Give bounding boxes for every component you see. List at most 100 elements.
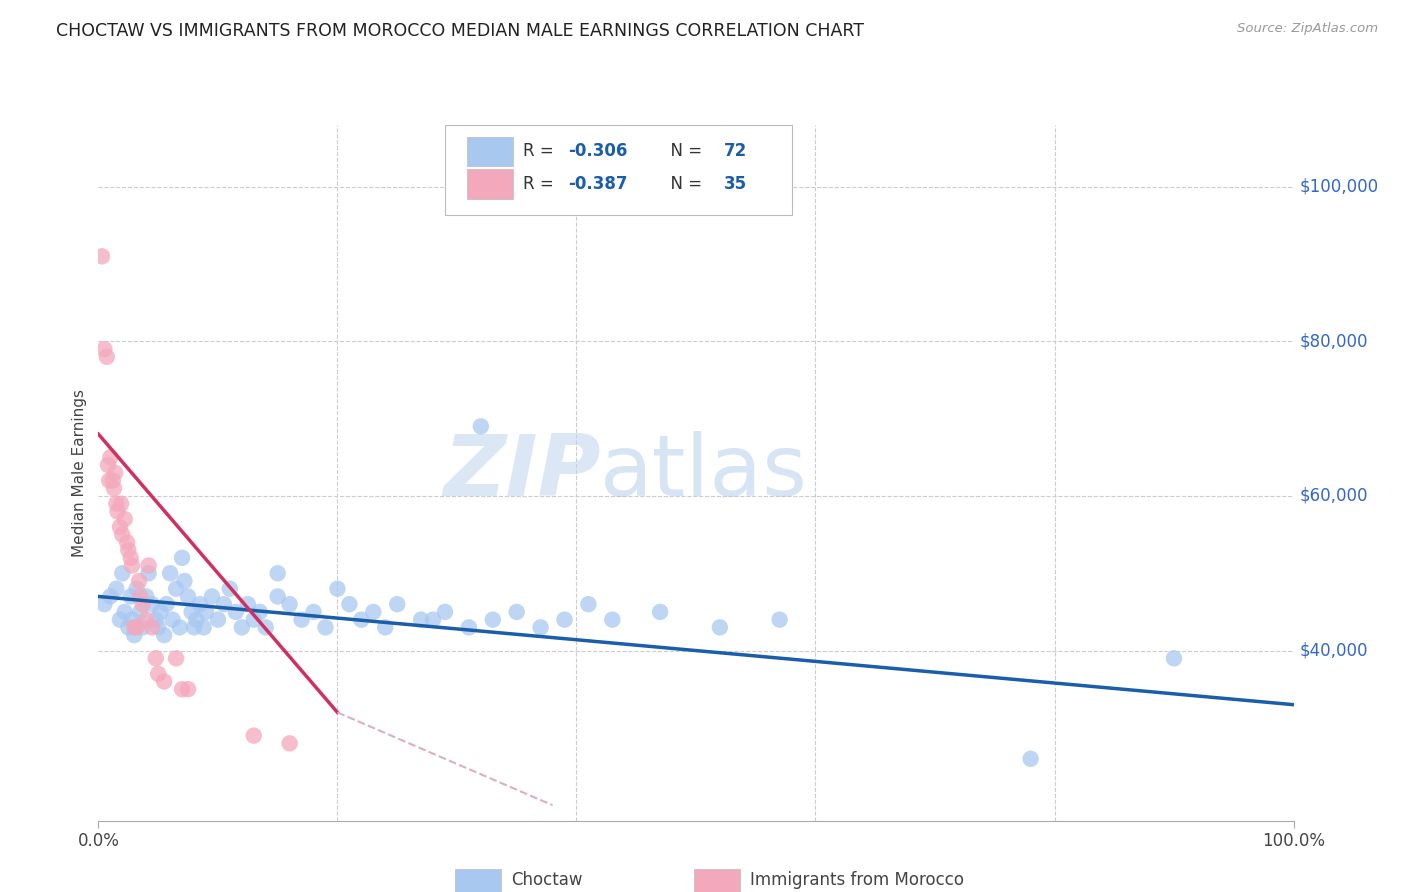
Point bbox=[249, 605, 271, 619]
Point bbox=[481, 613, 505, 627]
Point bbox=[529, 620, 551, 634]
Point bbox=[506, 605, 529, 619]
Point bbox=[231, 620, 253, 634]
Point bbox=[98, 590, 122, 604]
Point bbox=[129, 590, 152, 604]
Text: 72: 72 bbox=[724, 143, 747, 161]
Text: R =: R = bbox=[523, 143, 558, 161]
Point bbox=[121, 558, 143, 573]
Point bbox=[111, 527, 134, 541]
Point bbox=[153, 628, 176, 642]
Point bbox=[173, 574, 195, 588]
Point bbox=[105, 497, 128, 511]
Text: Immigrants from Morocco: Immigrants from Morocco bbox=[749, 871, 963, 889]
Point bbox=[219, 582, 242, 596]
Point bbox=[128, 574, 150, 588]
Point bbox=[124, 628, 146, 642]
Point bbox=[709, 620, 731, 634]
FancyBboxPatch shape bbox=[454, 869, 501, 892]
FancyBboxPatch shape bbox=[467, 169, 513, 199]
Point bbox=[1019, 752, 1042, 766]
Point bbox=[243, 613, 266, 627]
Point bbox=[103, 481, 125, 495]
Point bbox=[104, 466, 127, 480]
Point bbox=[422, 613, 444, 627]
Point bbox=[125, 582, 148, 596]
Point bbox=[201, 590, 224, 604]
Point bbox=[107, 504, 129, 518]
Point bbox=[315, 620, 337, 634]
Point bbox=[768, 613, 790, 627]
Point bbox=[141, 597, 163, 611]
Point bbox=[105, 582, 128, 596]
Point bbox=[576, 597, 599, 611]
FancyBboxPatch shape bbox=[444, 125, 792, 215]
Point bbox=[267, 566, 290, 581]
Point bbox=[374, 620, 396, 634]
Point bbox=[172, 682, 194, 697]
Point bbox=[97, 458, 120, 472]
Text: 35: 35 bbox=[724, 175, 747, 193]
Point bbox=[243, 729, 266, 743]
Point bbox=[145, 651, 167, 665]
Point bbox=[124, 620, 146, 634]
Point bbox=[153, 674, 176, 689]
Point bbox=[554, 613, 576, 627]
Point bbox=[169, 620, 191, 634]
Point bbox=[114, 512, 136, 526]
Point bbox=[180, 605, 202, 619]
Point bbox=[186, 613, 208, 627]
Point bbox=[162, 613, 184, 627]
Point bbox=[188, 597, 211, 611]
Point bbox=[148, 666, 170, 681]
Point bbox=[120, 590, 142, 604]
Point bbox=[108, 613, 131, 627]
Point bbox=[363, 605, 385, 619]
Point bbox=[177, 590, 200, 604]
Point bbox=[129, 605, 152, 619]
Point bbox=[165, 582, 187, 596]
Point bbox=[470, 419, 492, 434]
Point bbox=[254, 620, 277, 634]
Point bbox=[121, 613, 143, 627]
Point bbox=[101, 474, 124, 488]
Text: ZIP: ZIP bbox=[443, 431, 600, 515]
Point bbox=[337, 597, 360, 611]
Point bbox=[458, 620, 481, 634]
Point bbox=[302, 605, 325, 619]
Text: -0.387: -0.387 bbox=[568, 175, 627, 193]
Point bbox=[114, 605, 136, 619]
Point bbox=[91, 249, 114, 263]
Point bbox=[117, 620, 139, 634]
Point bbox=[98, 450, 122, 465]
Text: atlas: atlas bbox=[600, 431, 808, 515]
Text: $40,000: $40,000 bbox=[1299, 641, 1368, 659]
Point bbox=[93, 342, 115, 356]
Text: $60,000: $60,000 bbox=[1299, 487, 1368, 505]
Point bbox=[225, 605, 247, 619]
Point bbox=[212, 597, 235, 611]
Point bbox=[138, 558, 160, 573]
Point bbox=[326, 582, 349, 596]
Point bbox=[138, 566, 160, 581]
Point bbox=[141, 620, 163, 634]
Point bbox=[117, 543, 139, 558]
Point bbox=[135, 613, 157, 627]
Text: CHOCTAW VS IMMIGRANTS FROM MOROCCO MEDIAN MALE EARNINGS CORRELATION CHART: CHOCTAW VS IMMIGRANTS FROM MOROCCO MEDIA… bbox=[56, 22, 865, 40]
Point bbox=[111, 566, 134, 581]
Point bbox=[125, 620, 148, 634]
Point bbox=[115, 535, 138, 549]
Text: N =: N = bbox=[661, 143, 707, 161]
Point bbox=[145, 613, 167, 627]
Point bbox=[385, 597, 409, 611]
Point bbox=[278, 597, 301, 611]
Point bbox=[177, 682, 200, 697]
Point bbox=[155, 597, 177, 611]
Point bbox=[648, 605, 672, 619]
Point bbox=[1163, 651, 1185, 665]
Point bbox=[93, 597, 115, 611]
Text: Choctaw: Choctaw bbox=[510, 871, 582, 889]
Point bbox=[600, 613, 623, 627]
Point bbox=[236, 597, 259, 611]
Point bbox=[411, 613, 433, 627]
